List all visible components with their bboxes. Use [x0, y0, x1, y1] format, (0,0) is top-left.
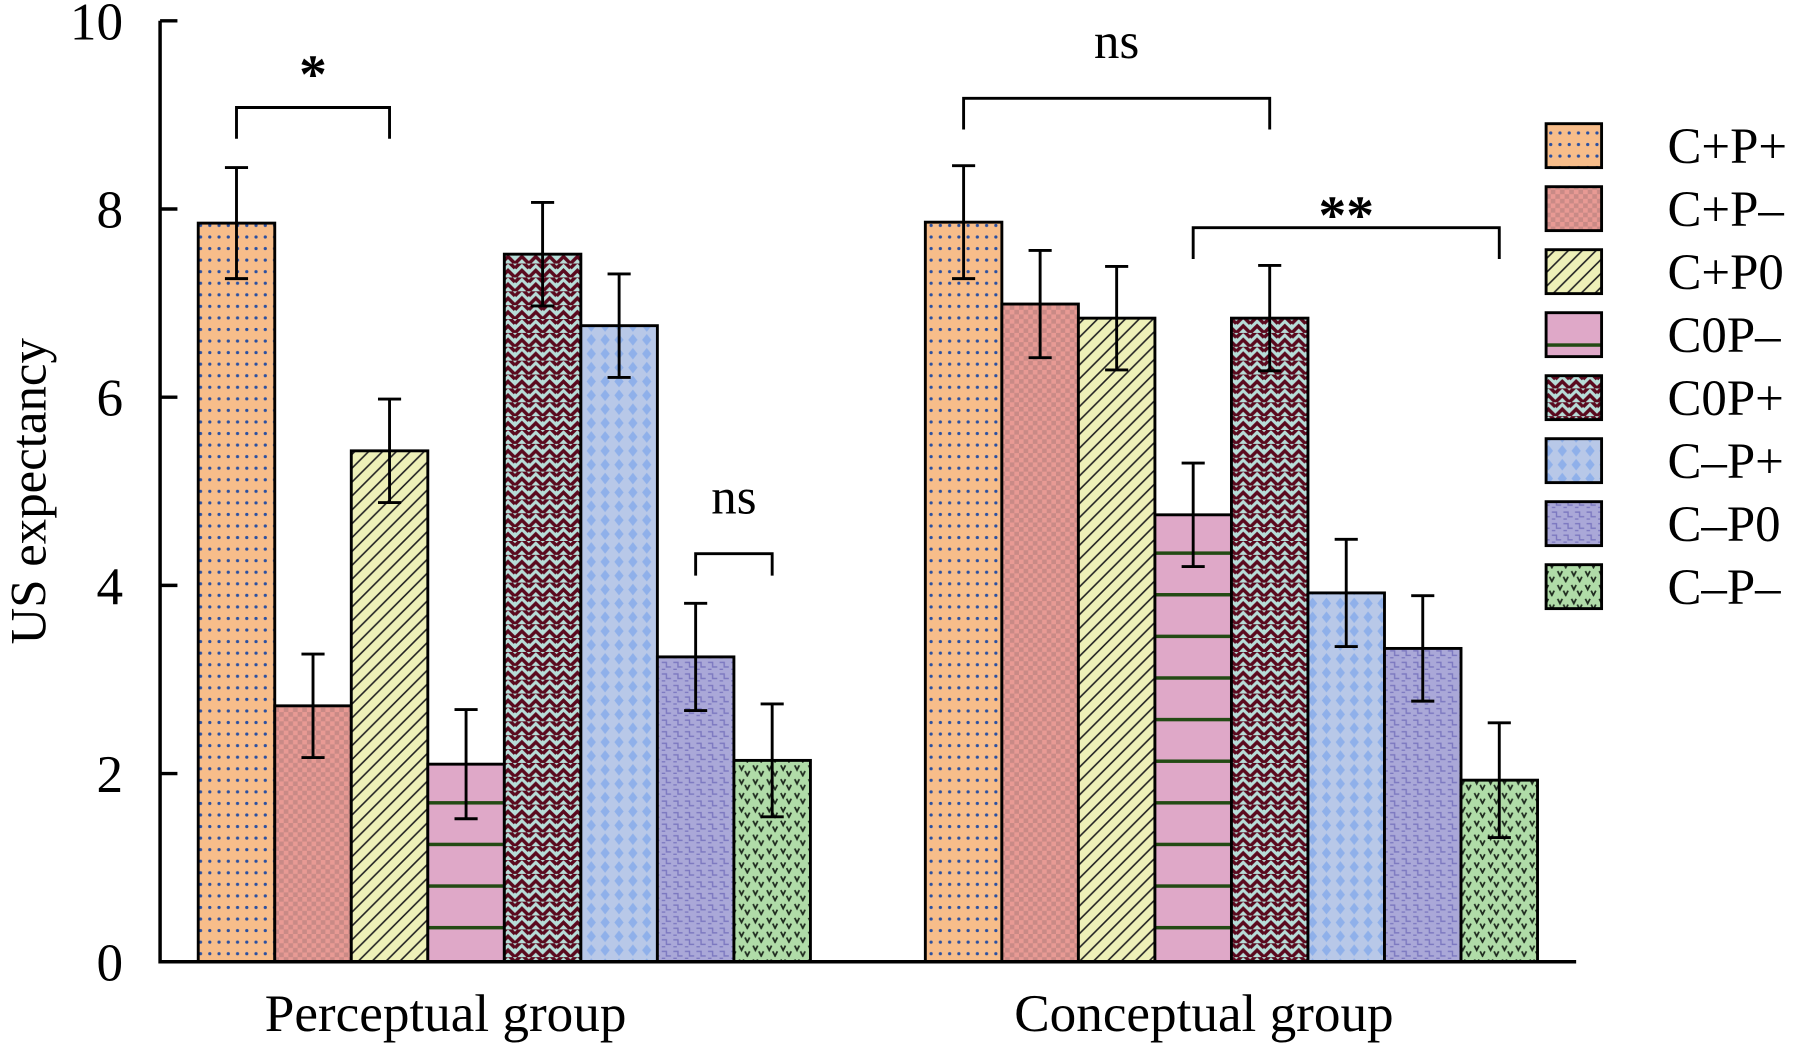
error-bar	[1334, 537, 1358, 648]
error-bar	[531, 200, 555, 308]
significance-label: ns	[711, 469, 756, 525]
legend-label: C–P–	[1667, 560, 1781, 616]
legend-label: C–P+	[1667, 434, 1783, 490]
legend-item: C–P0	[1544, 497, 1781, 553]
y-tick-label: 4	[97, 557, 124, 616]
error-bar	[607, 272, 631, 379]
legend-swatch	[1544, 122, 1604, 170]
y-tick-label: 10	[70, 0, 123, 51]
legend-swatch	[1544, 185, 1604, 233]
bar	[1153, 513, 1233, 964]
significance-bracket	[1191, 226, 1501, 259]
legend-swatch	[1544, 248, 1604, 296]
error-bar	[760, 702, 784, 819]
legend-swatch	[1544, 437, 1604, 485]
category-label: Perceptual group	[265, 984, 627, 1043]
error-bar	[952, 164, 976, 281]
axes: 0 2 4 6 8 10	[70, 0, 1577, 992]
legend-swatch	[1544, 311, 1604, 359]
legend: C+P+ C+P– C+P0 C0P– C0P+ C–P+ C–P0 C–P–	[1544, 119, 1787, 616]
legend-swatch	[1544, 500, 1604, 548]
bar	[196, 221, 277, 964]
annotations: * ns ns **	[235, 14, 1501, 576]
legend-item: C–P–	[1544, 560, 1781, 616]
significance-bracket	[235, 106, 391, 139]
legend-item: C0P+	[1544, 371, 1784, 427]
y-tick-label: 0	[97, 933, 124, 992]
bars	[196, 164, 1539, 964]
bar	[1076, 316, 1157, 964]
legend-item: C–P+	[1544, 434, 1784, 490]
legend-item: C0P–	[1544, 308, 1781, 364]
legend-label: C+P+	[1667, 119, 1787, 175]
bar	[579, 324, 659, 964]
error-bar	[1105, 264, 1129, 372]
bar	[1229, 316, 1310, 964]
bar	[1306, 591, 1386, 964]
error-bar	[377, 397, 402, 505]
significance-bracket	[694, 552, 774, 576]
legend-label: C–P0	[1667, 497, 1780, 553]
bar	[923, 220, 1004, 964]
y-axis-label: US expectancy	[2, 337, 58, 644]
error-bar	[1411, 594, 1435, 703]
y-tick-label: 2	[97, 745, 124, 804]
category-label: Conceptual group	[1014, 984, 1393, 1043]
bar	[349, 449, 430, 964]
legend-swatch	[1544, 563, 1604, 611]
significance-label: **	[1318, 186, 1373, 247]
error-bar	[684, 601, 708, 712]
legend-item: C+P0	[1544, 245, 1784, 301]
error-bar	[1028, 248, 1052, 360]
legend-label: C0P–	[1667, 308, 1781, 364]
significance-label: ns	[1094, 14, 1139, 70]
error-bar	[454, 708, 478, 821]
legend-swatch	[1544, 374, 1604, 422]
error-bar	[224, 166, 249, 281]
legend-label: C0P+	[1667, 371, 1783, 427]
error-bar	[301, 652, 325, 760]
significance-bracket	[962, 96, 1272, 130]
error-bar	[1487, 721, 1511, 840]
significance-label: *	[299, 44, 327, 105]
bar	[502, 252, 583, 964]
legend-item: C+P+	[1544, 119, 1787, 175]
legend-label: C+P–	[1667, 182, 1784, 238]
y-tick-label: 6	[97, 369, 124, 428]
error-bar	[1258, 264, 1282, 373]
legend-item: C+P–	[1544, 182, 1784, 238]
error-bar	[1181, 461, 1205, 569]
legend-label: C+P0	[1667, 245, 1783, 301]
bar	[1000, 302, 1080, 964]
y-tick-label: 8	[97, 180, 124, 239]
